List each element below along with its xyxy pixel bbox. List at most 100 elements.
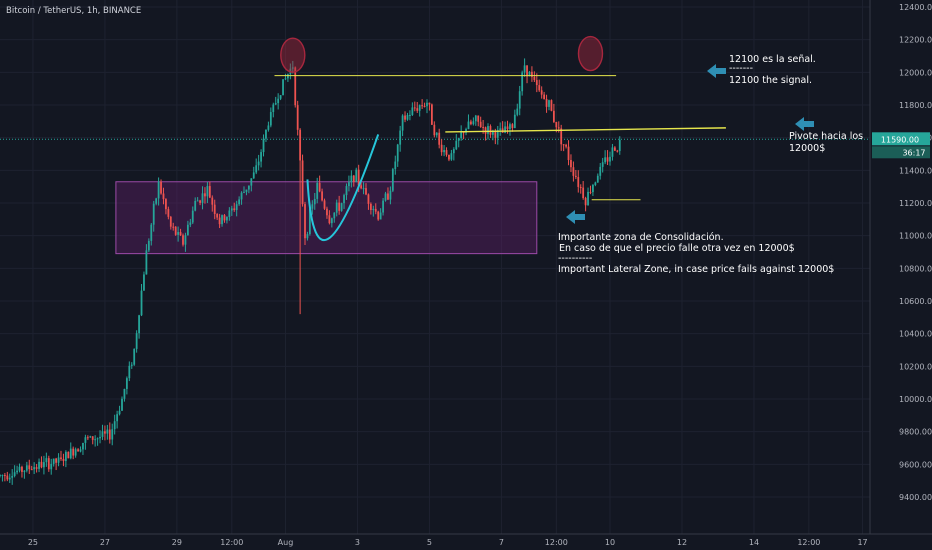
candle-body: [182, 235, 184, 245]
top-circle-marker: [577, 35, 604, 72]
candle-body: [384, 193, 387, 201]
candle-body: [208, 186, 211, 198]
candle-body: [101, 431, 104, 437]
candle-body: [50, 463, 53, 470]
price-tick-label: 10000.00: [899, 395, 932, 404]
candle-body: [308, 208, 311, 235]
candle-body: [589, 191, 592, 193]
candle-body: [396, 144, 399, 162]
candle-body: [238, 199, 241, 205]
candle-body: [38, 461, 40, 469]
candle-body: [335, 202, 338, 213]
cup-curve: [306, 134, 380, 242]
candle-body: [460, 132, 463, 139]
time-tick-label: 29: [172, 538, 182, 547]
candle-body: [552, 110, 555, 122]
candle-body: [455, 140, 458, 150]
signal-arrow-icon: [707, 64, 726, 78]
candle-body: [99, 436, 101, 439]
candle-body: [416, 108, 419, 111]
candle-body: [328, 215, 331, 224]
candle-body: [545, 99, 548, 107]
candle-body: [152, 203, 155, 225]
candle-body: [301, 160, 304, 205]
candle-body: [184, 235, 187, 245]
candle-body: [8, 477, 11, 480]
price-tick-label: 9600.00: [899, 460, 932, 469]
candle-body: [448, 154, 450, 160]
candle-body: [548, 100, 550, 107]
candle-body: [157, 181, 160, 199]
candle-body: [40, 461, 43, 468]
candle-body: [560, 128, 563, 145]
candle-body: [338, 202, 341, 211]
candle-body: [428, 102, 431, 105]
candle-body: [60, 457, 62, 459]
candle-body: [489, 126, 492, 135]
candle-body: [570, 160, 572, 168]
candle-body: [330, 218, 333, 224]
candle-body: [94, 439, 97, 441]
candle-body: [191, 210, 194, 223]
candle-body: [13, 472, 16, 476]
candle-body: [35, 467, 38, 469]
time-axis[interactable]: 25 27 29 12:00 Aug 3 5 7 12:00 10 12 14 12:00 17: [28, 538, 868, 547]
candle-body: [45, 458, 48, 463]
candle-body: [294, 67, 297, 106]
candle-body: [433, 124, 436, 136]
candle-body: [64, 451, 67, 462]
candle-body: [28, 465, 31, 470]
candle-body: [30, 469, 33, 471]
zone-note-line1: Importante zona de Consolidación.: [558, 232, 724, 243]
candle-body: [179, 232, 182, 236]
candle-body: [350, 175, 353, 183]
candle-body: [411, 107, 414, 115]
time-tick-label: Aug: [278, 538, 294, 547]
candle-body: [543, 94, 546, 100]
current-price-tag-box: [872, 132, 930, 146]
candle-body: [367, 194, 370, 204]
candle-body: [587, 191, 589, 206]
candle-body: [223, 215, 226, 221]
candle-body: [484, 127, 487, 134]
candle-body: [572, 167, 575, 176]
candle-body: [216, 214, 219, 218]
candle-body: [6, 475, 9, 480]
candle-body: [462, 132, 465, 134]
candle-body: [160, 181, 162, 194]
candle-body: [343, 195, 345, 204]
candle-body: [418, 105, 421, 111]
candle-body: [116, 414, 119, 422]
candle-body: [172, 226, 175, 228]
candle-body: [291, 67, 294, 69]
candle-body: [479, 121, 482, 128]
candle-body: [62, 458, 65, 462]
candle-body: [138, 315, 140, 334]
candle-body: [230, 208, 233, 211]
price-tick-label: 10600.00: [899, 297, 932, 306]
candle-body: [594, 182, 597, 186]
candle-body: [528, 71, 531, 77]
candle-body: [316, 182, 319, 199]
candle-body: [389, 190, 392, 200]
candle-body: [592, 185, 594, 193]
candle-body: [465, 129, 467, 133]
candle-body: [1, 475, 4, 477]
price-tick-label: 12000.00: [899, 68, 932, 77]
candle-body: [452, 149, 455, 154]
candle-body: [513, 114, 516, 129]
candle-body: [52, 458, 55, 464]
zone-note-line2: En caso de que el precio falle otra vez …: [559, 243, 795, 254]
candle-body: [257, 161, 260, 166]
candle-body: [355, 169, 358, 182]
candle-body: [250, 178, 253, 186]
candle-body: [177, 232, 180, 235]
candle-body: [406, 115, 409, 120]
price-tick-label: 11000.00: [899, 232, 932, 241]
candle-body: [18, 466, 21, 471]
signal-note-en: 12100 the signal.: [729, 75, 812, 86]
candle-body: [25, 465, 28, 471]
candle-body: [401, 115, 404, 131]
candle-body: [206, 186, 209, 197]
